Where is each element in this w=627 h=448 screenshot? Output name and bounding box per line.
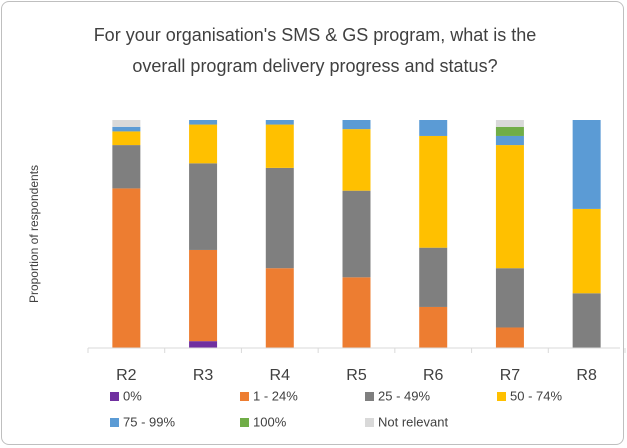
bar-segment (265, 268, 294, 348)
chart-title: For your organisation's SMS & GS program… (93, 25, 537, 76)
legend-label: 75 - 99% (123, 414, 175, 429)
bar-segment (495, 268, 524, 328)
bar-segment (572, 208, 601, 294)
y-axis-label: Proportion of respondents (27, 165, 41, 303)
bar-segment (419, 306, 448, 348)
bar-segment (572, 120, 601, 209)
bar-segment (112, 120, 141, 127)
bar-segment (112, 145, 141, 189)
legend-swatch (240, 392, 249, 401)
legend-swatch (110, 418, 119, 427)
x-tick-label: R5 (346, 367, 367, 384)
bar-segment (189, 163, 218, 250)
x-tick-label: R8 (576, 367, 597, 384)
bar-segment (265, 120, 294, 125)
bar-segment (419, 247, 448, 307)
legend-label: 100% (253, 414, 287, 429)
x-tick-label: R2 (116, 367, 137, 384)
bar-segment (495, 135, 524, 146)
bar-segment (342, 190, 371, 278)
bar-segment (495, 145, 524, 269)
bar-segment (112, 188, 141, 348)
legend-swatch (365, 392, 374, 401)
bar-segment (112, 131, 141, 146)
x-tick-label: R6 (423, 367, 444, 384)
bar-segment (342, 120, 371, 130)
bar-segment (495, 327, 524, 348)
bar-segment (342, 277, 371, 348)
bar-segment (572, 293, 601, 348)
bar-segment (189, 341, 218, 348)
bar-segment (265, 167, 294, 269)
bar-segment (189, 249, 218, 342)
bar-segment (419, 135, 448, 248)
legend-label: 50 - 74% (510, 388, 562, 403)
legend-label: 1 - 24% (253, 388, 298, 403)
legend-swatch (365, 418, 374, 427)
bar-segment (495, 120, 524, 127)
bar-segment (495, 126, 524, 136)
legend-swatch (240, 418, 249, 427)
legend-label: 0% (123, 388, 142, 403)
bar-segment (342, 129, 371, 191)
x-tick-label: R4 (270, 367, 291, 384)
legend-swatch (497, 392, 506, 401)
bar-segment (419, 120, 448, 136)
bar-segment (189, 124, 218, 164)
legend-swatch (110, 392, 119, 401)
bar-segment (265, 124, 294, 168)
bar-segment (112, 126, 141, 132)
legend-label: Not relevant (378, 414, 448, 429)
bar-segment (189, 120, 218, 125)
x-tick-label: R3 (193, 367, 214, 384)
legend-label: 25 - 49% (378, 388, 430, 403)
x-tick-label: R7 (500, 367, 521, 384)
